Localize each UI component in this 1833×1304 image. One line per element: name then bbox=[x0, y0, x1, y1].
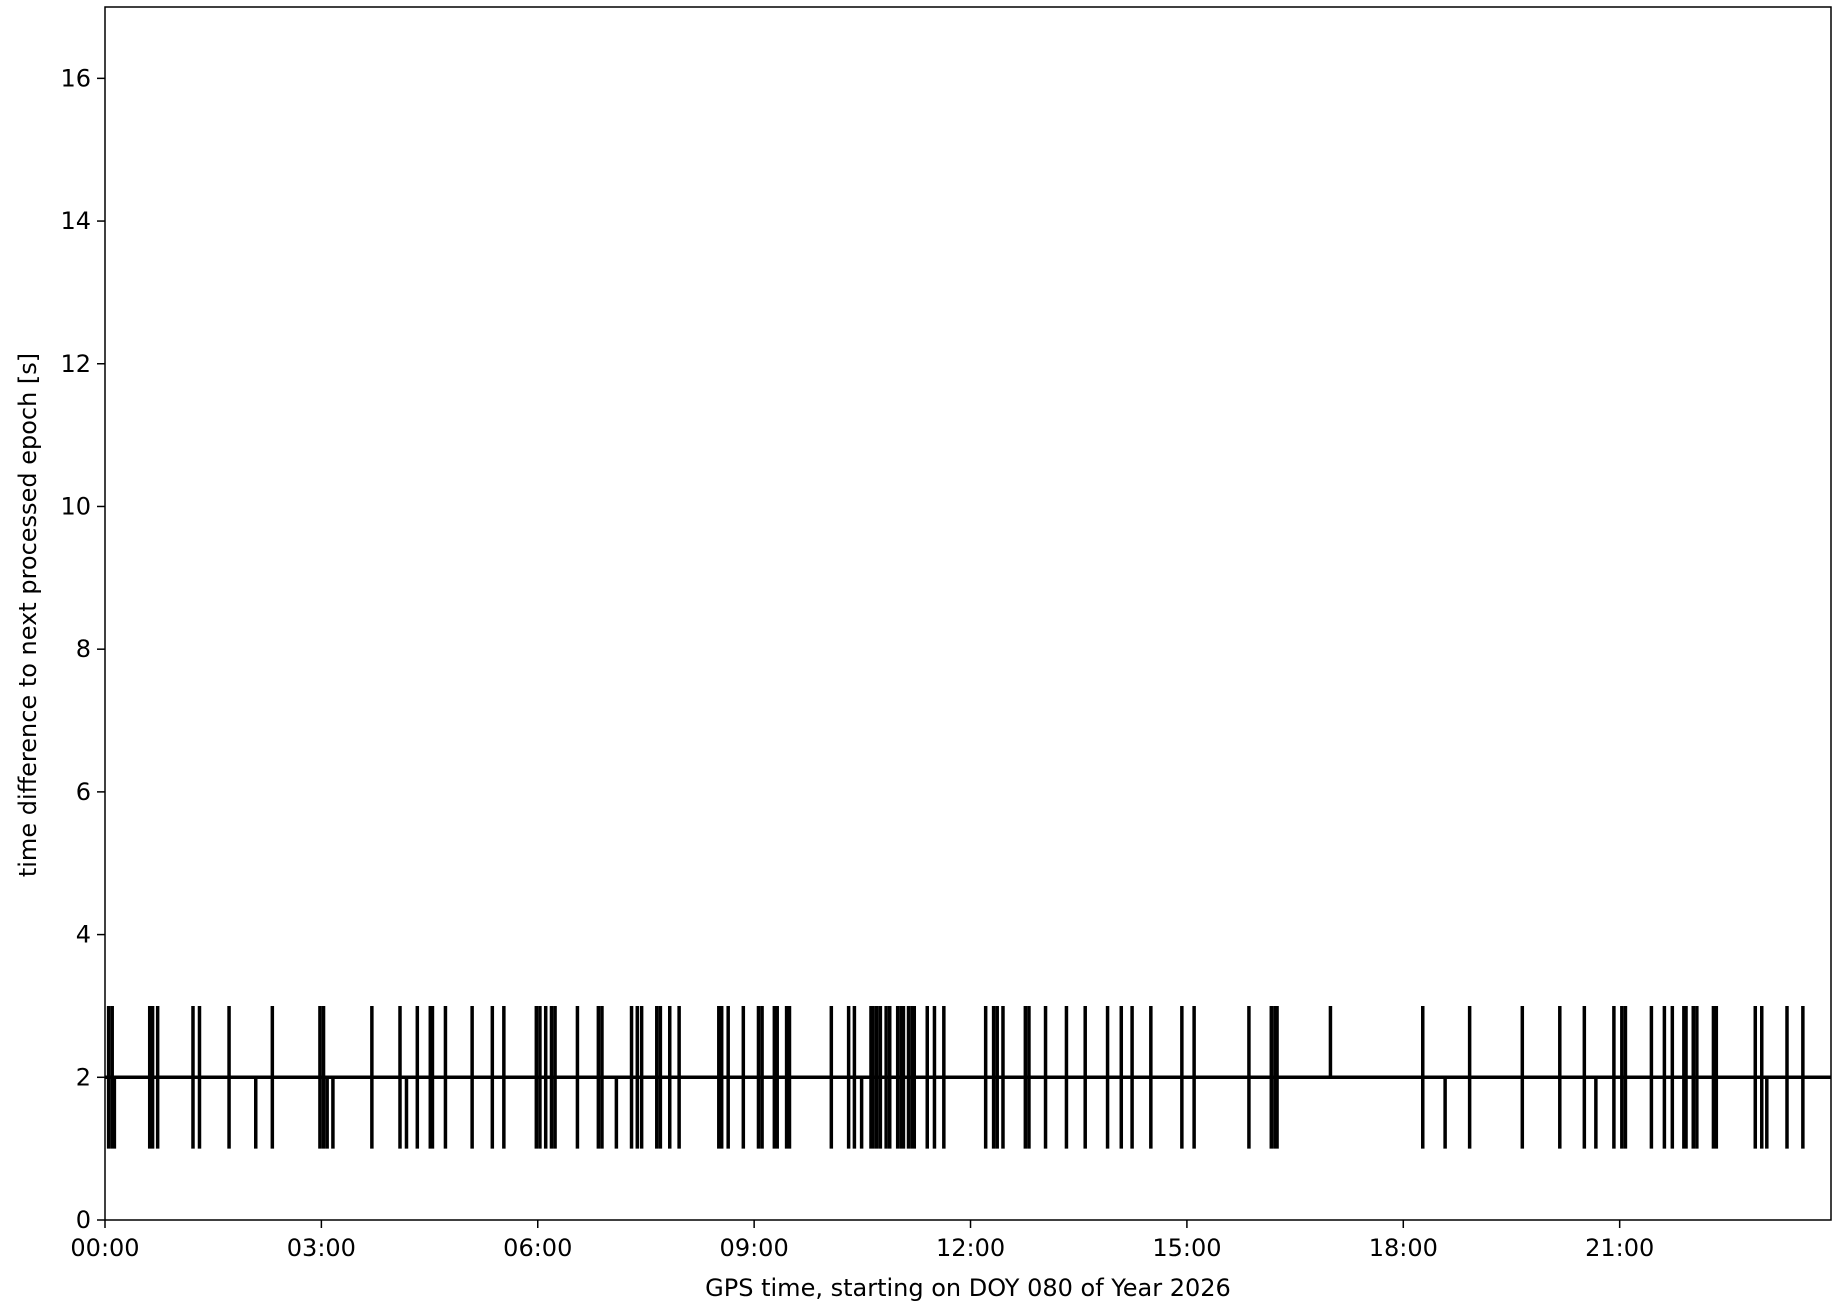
y-tick-label: 16 bbox=[60, 64, 91, 92]
x-tick-label: 12:00 bbox=[936, 1234, 1005, 1262]
y-axis-label: time difference to next processed epoch … bbox=[14, 353, 42, 877]
x-tick-label: 09:00 bbox=[720, 1234, 789, 1262]
x-tick-label: 21:00 bbox=[1585, 1234, 1654, 1262]
x-tick-label: 06:00 bbox=[503, 1234, 572, 1262]
plot-frame bbox=[104, 6, 1832, 1221]
x-tick-label: 03:00 bbox=[287, 1234, 356, 1262]
data-line bbox=[106, 1005, 1805, 1149]
y-tick-label: 4 bbox=[76, 921, 91, 949]
x-tick-label: 18:00 bbox=[1369, 1234, 1438, 1262]
y-tick-label: 12 bbox=[60, 350, 91, 378]
y-tick-label: 6 bbox=[76, 778, 91, 806]
x-tick-label: 15:00 bbox=[1152, 1234, 1221, 1262]
y-tick-label: 14 bbox=[60, 207, 91, 235]
x-tick-label: 00:00 bbox=[70, 1234, 139, 1262]
x-axis-label: GPS time, starting on DOY 080 of Year 20… bbox=[705, 1274, 1231, 1302]
y-tick-label: 8 bbox=[76, 635, 91, 663]
y-tick-label: 2 bbox=[76, 1063, 91, 1091]
y-tick-label: 0 bbox=[76, 1206, 91, 1234]
y-tick-label: 10 bbox=[60, 492, 91, 520]
